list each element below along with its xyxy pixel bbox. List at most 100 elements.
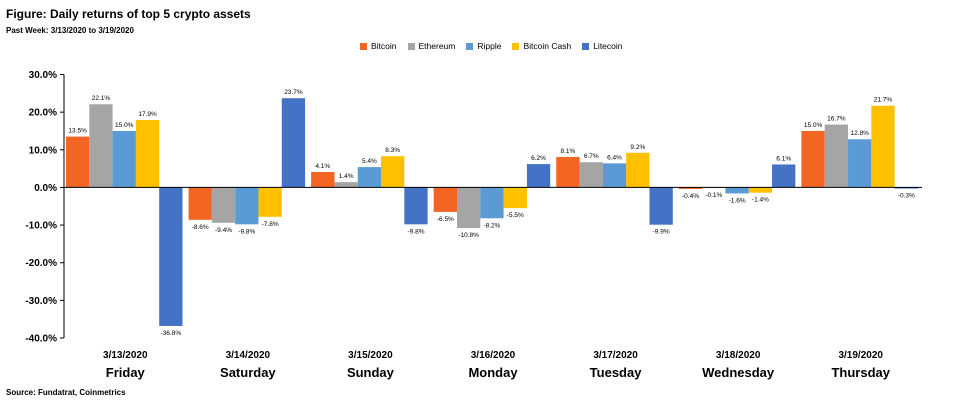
- bar-ethereum: [334, 182, 358, 188]
- data-label-bitcoin: 8.1%: [561, 148, 576, 155]
- y-tick-label: 20.0%: [29, 108, 57, 119]
- legend-label-ripple: Ripple: [477, 41, 502, 51]
- x-day-label: Friday: [106, 365, 146, 380]
- bar-ripple: [112, 130, 136, 188]
- y-tick-label: -20.0%: [25, 258, 57, 269]
- x-day-label: Thursday: [831, 365, 890, 380]
- bar-bitcoin: [188, 187, 212, 220]
- legend-label-litecoin: Litecoin: [593, 41, 623, 51]
- data-label-ethereum: 16.7%: [827, 116, 846, 123]
- bar-litecoin: [404, 187, 428, 225]
- legend-swatch-bitcoin-cash: [512, 42, 520, 50]
- x-date-label: 3/15/2020: [348, 350, 393, 361]
- data-label-bitcoin: -8.6%: [192, 224, 209, 231]
- bar-litecoin: [772, 164, 796, 188]
- bar-bitcoin: [801, 130, 825, 188]
- data-label-bitcoin-cash: 21.7%: [874, 97, 893, 104]
- data-label-bitcoin-cash: 9.2%: [630, 144, 645, 151]
- data-label-ripple: -9.8%: [238, 228, 255, 235]
- data-label-litecoin: 23.7%: [284, 89, 303, 96]
- y-tick-label: -40.0%: [25, 334, 57, 345]
- bar-bitcoin-cash: [626, 152, 650, 188]
- legend-item-ripple: Ripple: [466, 41, 501, 51]
- bar-ripple: [848, 139, 872, 188]
- bar-litecoin: [159, 187, 183, 326]
- bar-ripple: [725, 187, 749, 194]
- bar-bitcoin-cash: [381, 156, 405, 188]
- y-tick-label: -10.0%: [25, 221, 57, 232]
- x-date-label: 3/18/2020: [716, 350, 761, 361]
- bar-bitcoin-cash: [748, 187, 773, 193]
- bar-bitcoin: [433, 187, 458, 212]
- bar-bitcoin: [556, 156, 580, 188]
- data-label-bitcoin: 15.0%: [804, 122, 823, 129]
- bar-ripple: [602, 163, 627, 188]
- x-day-label: Sunday: [347, 365, 395, 380]
- data-label-bitcoin: -6.5%: [437, 216, 454, 223]
- bar-litecoin: [649, 187, 673, 225]
- data-label-ethereum: -9.4%: [215, 227, 232, 234]
- data-label-bitcoin-cash: 17.9%: [138, 111, 157, 118]
- x-date-label: 3/14/2020: [226, 350, 271, 361]
- data-label-bitcoin: 13.5%: [68, 128, 87, 135]
- bar-litecoin: [894, 187, 918, 189]
- legend-label-bitcoin-cash: Bitcoin Cash: [523, 41, 572, 51]
- data-label-ripple: 6.4%: [607, 154, 622, 161]
- legend-item-bitcoin-cash: Bitcoin Cash: [512, 41, 571, 51]
- data-label-ripple: 15.0%: [115, 122, 134, 129]
- source-note: Source: Fundatrat, Coinmetrics: [6, 388, 126, 397]
- chart-legend: Bitcoin Ethereum Ripple Bitcoin Cash Lit…: [360, 41, 623, 51]
- bar-ripple: [357, 167, 382, 188]
- legend-swatch-ripple: [466, 42, 474, 50]
- bar-bitcoin: [678, 187, 703, 189]
- data-label-ethereum: 22.1%: [92, 95, 111, 102]
- bar-ethereum: [89, 104, 113, 188]
- legend-label-bitcoin: Bitcoin: [371, 41, 397, 51]
- data-label-ripple: 5.4%: [362, 158, 377, 165]
- data-label-bitcoin: -0.4%: [682, 193, 699, 200]
- data-label-bitcoin-cash: 8.3%: [385, 147, 400, 154]
- x-day-label: Monday: [468, 365, 518, 380]
- y-tick-label: 10.0%: [29, 145, 57, 156]
- data-label-bitcoin-cash: -1.4%: [752, 197, 769, 204]
- figure-title: Figure: Daily returns of top 5 crypto as…: [6, 7, 251, 21]
- y-tick-label: 30.0%: [29, 70, 57, 81]
- y-tick-label: -30.0%: [25, 296, 57, 307]
- figure-subtitle: Past Week: 3/13/2020 to 3/19/2020: [6, 26, 134, 35]
- legend-swatch-litecoin: [582, 42, 590, 50]
- legend-item-bitcoin: Bitcoin: [360, 41, 397, 51]
- data-label-bitcoin-cash: -5.5%: [507, 212, 524, 219]
- bar-bitcoin-cash: [258, 187, 282, 217]
- legend-item-litecoin: Litecoin: [582, 41, 623, 51]
- bar-bitcoin-cash: [503, 187, 527, 209]
- x-day-label: Wednesday: [702, 365, 775, 380]
- bar-ripple: [235, 187, 259, 225]
- x-day-label: Tuesday: [590, 365, 643, 380]
- legend-item-ethereum: Ethereum: [407, 41, 456, 51]
- bar-ethereum: [457, 187, 481, 229]
- data-label-litecoin: -0.3%: [898, 193, 915, 200]
- data-label-ripple: -8.2%: [483, 222, 500, 229]
- bar-ethereum: [211, 187, 236, 223]
- bar-ripple: [480, 187, 504, 219]
- bar-litecoin: [526, 164, 551, 188]
- data-label-litecoin: 6.2%: [531, 155, 546, 162]
- data-label-bitcoin: 4.1%: [315, 163, 330, 170]
- bar-bitcoin: [66, 136, 90, 188]
- data-label-litecoin: -9.9%: [653, 229, 670, 236]
- y-tick-label: 0.0%: [34, 183, 57, 194]
- bar-litecoin: [281, 98, 306, 188]
- x-date-label: 3/13/2020: [103, 350, 148, 361]
- bar-bitcoin-cash: [871, 105, 895, 188]
- x-day-label: Saturday: [220, 365, 276, 380]
- data-label-ethereum: 6.7%: [584, 153, 599, 160]
- x-date-label: 3/19/2020: [838, 350, 883, 361]
- data-label-ripple: -1.6%: [729, 197, 746, 204]
- legend-swatch-ethereum: [407, 42, 415, 50]
- x-date-label: 3/16/2020: [471, 350, 516, 361]
- legend-label-ethereum: Ethereum: [418, 41, 456, 51]
- bar-bitcoin: [311, 171, 335, 188]
- data-label-litecoin: 6.1%: [776, 155, 791, 162]
- bar-bitcoin-cash: [135, 120, 160, 188]
